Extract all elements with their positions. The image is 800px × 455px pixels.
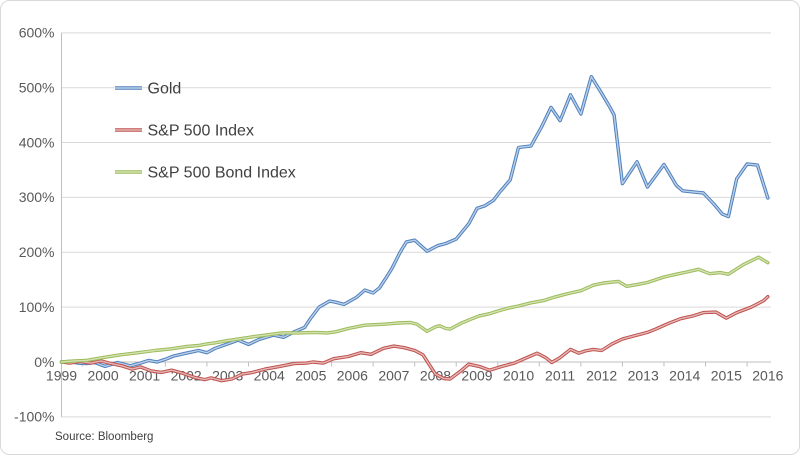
legend-label-gold: Gold [148,81,182,98]
y-tick-label: 0% [34,354,54,370]
x-tick-label-2009: 2009 [461,368,492,384]
source-note: Source: Bloomberg [55,431,153,443]
x-tick-label-2012: 2012 [586,368,617,384]
x-tick-label-2000: 2000 [87,368,118,384]
series-line-center-s-p-500-index [60,296,769,382]
x-tick-label-2010: 2010 [503,368,534,384]
legend-item-sp500: S&P 500 Index [115,123,254,140]
legend-label-sp500-bond: S&P 500 Bond Index [148,165,296,182]
x-tick-label-2014: 2014 [669,368,700,384]
y-tick-label: 300% [19,189,55,205]
legend-item-gold: Gold [115,81,181,98]
y-tick-label: -100% [14,409,54,425]
legend: Gold S&P 500 Index S&P 500 Bond Index [115,81,296,182]
x-tick-label-1999: 1999 [46,368,77,384]
series-line-center-s-p-500-bond-index [60,256,769,363]
x-tick-label-2015: 2015 [711,368,742,384]
y-tick-label: 100% [19,299,55,315]
x-tick-label-2007: 2007 [378,368,409,384]
x-tick-label-2011: 2011 [545,368,575,384]
y-tick-label: 400% [19,134,55,150]
legend-item-sp500-bond: S&P 500 Bond Index [115,165,296,182]
series-line-center-gold [60,75,769,368]
x-tick-label-2013: 2013 [628,368,659,384]
y-tick-label: 600% [19,25,55,41]
x-tick-label-2016: 2016 [752,368,783,384]
legend-label-sp500: S&P 500 Index [148,123,254,140]
data-series [59,74,770,383]
y-tick-label: 200% [19,244,55,260]
y-tick-label: 500% [19,80,55,96]
x-tick-label-2005: 2005 [295,368,326,384]
axis-labels: 600% 500% 400% 300% 200% 100% 0% -100% 1999 2000 2… [14,25,784,425]
x-tick-label-2006: 2006 [337,368,368,384]
